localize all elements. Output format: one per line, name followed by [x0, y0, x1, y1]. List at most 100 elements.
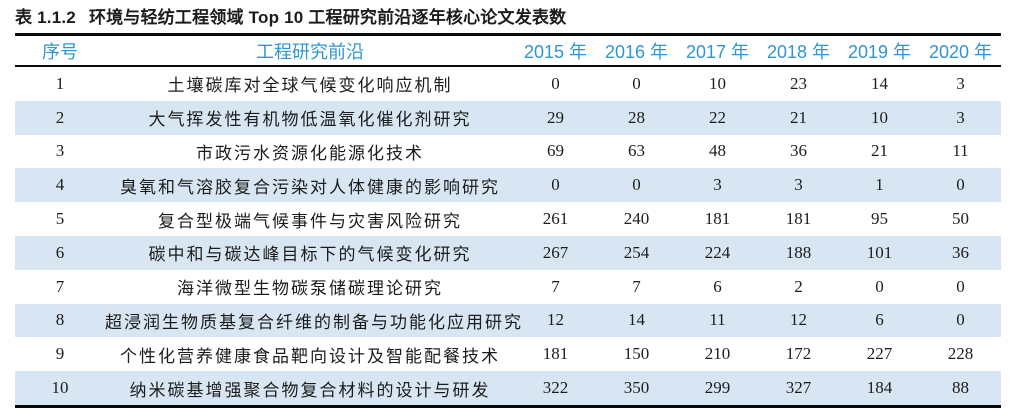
front-name-cell: 纳米碳基增强聚合物复合材料的设计与研发 — [129, 380, 491, 400]
header-index: 序号 — [15, 34, 105, 67]
year-value-cell: 172 — [785, 344, 812, 364]
table-row: 1 土壤碳库对全球气候变化响应机制 0 0 10 23 14 3 — [15, 66, 1001, 101]
caption-label: 表 1.1.2 — [15, 8, 76, 27]
year-value-cell: 63 — [628, 141, 645, 161]
year-value-cell: 224 — [704, 242, 731, 262]
year-value-cell: 181 — [704, 209, 731, 229]
year-value-cell: 227 — [866, 344, 893, 364]
row-index-cell: 4 — [55, 175, 65, 195]
row-index-cell: 8 — [55, 310, 65, 330]
year-value-cell: 12 — [547, 310, 564, 330]
row-index-cell: 10 — [51, 378, 69, 398]
header-year-2020: 2020 年 — [920, 34, 1001, 67]
year-value-cell: 254 — [623, 242, 650, 262]
year-value-cell: 267 — [542, 242, 569, 262]
table-row: 5 复合型极端气候事件与灾害风险研究 261 240 181 181 95 50 — [15, 202, 1001, 236]
year-value-cell: 0 — [956, 276, 965, 296]
year-value-cell: 181 — [785, 209, 812, 229]
header-year-2015: 2015 年 — [515, 34, 596, 67]
header-year-2019: 2019 年 — [839, 34, 920, 67]
front-name-cell: 碳中和与碳达峰目标下的气候变化研究 — [148, 245, 472, 265]
year-value-cell: 7 — [632, 276, 641, 296]
row-index-cell: 2 — [55, 107, 65, 127]
table-row: 7 海洋微型生物碳泵储碳理论研究 7 7 6 2 0 0 — [15, 270, 1001, 304]
year-value-cell: 188 — [785, 242, 812, 262]
year-value-cell: 0 — [956, 310, 965, 330]
year-value-cell: 21 — [790, 107, 807, 127]
year-value-cell: 10 — [709, 73, 726, 93]
front-name-cell: 复合型极端气候事件与灾害风险研究 — [158, 211, 462, 231]
year-value-cell: 322 — [542, 378, 569, 398]
row-index-cell: 5 — [55, 209, 65, 229]
year-value-cell: 22 — [709, 107, 726, 127]
year-value-cell: 6 — [713, 276, 722, 296]
year-value-cell: 181 — [542, 344, 569, 364]
year-value-cell: 7 — [551, 276, 560, 296]
year-value-cell: 48 — [709, 141, 726, 161]
year-value-cell: 299 — [704, 378, 731, 398]
year-value-cell: 228 — [947, 344, 974, 364]
year-value-cell: 327 — [785, 378, 812, 398]
page-root: 表 1.1.2 环境与轻纺工程领域 Top 10 工程研究前沿逐年核心论文发表数… — [15, 7, 1001, 408]
table-row: 8 超浸润生物质基复合纤维的制备与功能化应用研究 12 14 11 12 6 0 — [15, 303, 1001, 338]
year-value-cell: 14 — [871, 73, 888, 93]
row-index-cell: 6 — [55, 242, 65, 262]
row-index-cell: 3 — [55, 141, 65, 161]
year-value-cell: 21 — [871, 141, 888, 161]
year-value-cell: 95 — [871, 209, 888, 229]
year-value-cell: 3 — [794, 175, 803, 195]
year-value-cell: 36 — [952, 242, 969, 262]
header-front: 工程研究前沿 — [105, 34, 515, 67]
year-value-cell: 12 — [790, 310, 807, 330]
year-value-cell: 11 — [709, 310, 726, 330]
front-name-cell: 市政污水资源化能源化技术 — [196, 143, 424, 163]
year-value-cell: 11 — [952, 141, 969, 161]
year-value-cell: 3 — [713, 175, 722, 195]
year-value-cell: 0 — [551, 73, 560, 93]
year-value-cell: 69 — [547, 141, 564, 161]
table-header-row: 序号 工程研究前沿 2015 年 2016 年 2017 年 2018 年 20… — [15, 34, 1001, 67]
table-row: 2 大气挥发性有机物低温氧化催化剂研究 29 28 22 21 10 3 — [15, 100, 1001, 135]
year-value-cell: 3 — [956, 73, 965, 93]
table-row: 3 市政污水资源化能源化技术 69 63 48 36 21 11 — [15, 135, 1001, 169]
front-name-cell: 海洋微型生物碳泵储碳理论研究 — [177, 279, 443, 299]
year-value-cell: 261 — [542, 209, 569, 229]
year-value-cell: 1 — [875, 175, 884, 195]
front-name-cell: 大气挥发性有机物低温氧化催化剂研究 — [148, 110, 472, 130]
year-value-cell: 240 — [623, 209, 650, 229]
year-value-cell: 2 — [794, 276, 803, 296]
front-name-cell: 个性化营养健康食品靶向设计及智能配餐技术 — [120, 346, 500, 366]
year-value-cell: 0 — [551, 175, 560, 195]
header-year-2018: 2018 年 — [758, 34, 839, 67]
year-value-cell: 101 — [866, 242, 893, 262]
header-year-2016: 2016 年 — [596, 34, 677, 67]
year-value-cell: 88 — [952, 378, 969, 398]
year-value-cell: 3 — [956, 107, 965, 127]
header-year-2017: 2017 年 — [677, 34, 758, 67]
year-value-cell: 23 — [790, 73, 807, 93]
year-value-cell: 50 — [952, 209, 969, 229]
papers-table: 序号 工程研究前沿 2015 年 2016 年 2017 年 2018 年 20… — [15, 33, 1001, 408]
table-caption: 表 1.1.2 环境与轻纺工程领域 Top 10 工程研究前沿逐年核心论文发表数 — [15, 7, 1001, 33]
table-row: 9 个性化营养健康食品靶向设计及智能配餐技术 181 150 210 172 2… — [15, 337, 1001, 371]
year-value-cell: 10 — [871, 107, 888, 127]
table-body: 1 土壤碳库对全球气候变化响应机制 0 0 10 23 14 3 2 大气挥发性… — [15, 66, 1001, 407]
front-name-cell: 土壤碳库对全球气候变化响应机制 — [167, 76, 453, 96]
year-value-cell: 6 — [875, 310, 884, 330]
year-value-cell: 350 — [623, 378, 650, 398]
table-row: 10 纳米碳基增强聚合物复合材料的设计与研发 322 350 299 327 1… — [15, 371, 1001, 407]
row-index-cell: 9 — [55, 344, 65, 364]
front-name-cell: 超浸润生物质基复合纤维的制备与功能化应用研究 — [105, 312, 523, 332]
table-row: 4 臭氧和气溶胶复合污染对人体健康的影响研究 0 0 3 3 1 0 — [15, 168, 1001, 203]
year-value-cell: 29 — [547, 107, 564, 127]
year-value-cell: 0 — [956, 175, 965, 195]
row-index-cell: 7 — [55, 276, 65, 296]
front-name-cell: 臭氧和气溶胶复合污染对人体健康的影响研究 — [120, 177, 500, 197]
year-value-cell: 36 — [790, 141, 807, 161]
year-value-cell: 184 — [866, 378, 893, 398]
caption-text: 环境与轻纺工程领域 Top 10 工程研究前沿逐年核心论文发表数 — [88, 8, 567, 27]
year-value-cell: 150 — [623, 344, 650, 364]
year-value-cell: 0 — [632, 175, 641, 195]
year-value-cell: 0 — [875, 276, 884, 296]
year-value-cell: 210 — [704, 344, 731, 364]
